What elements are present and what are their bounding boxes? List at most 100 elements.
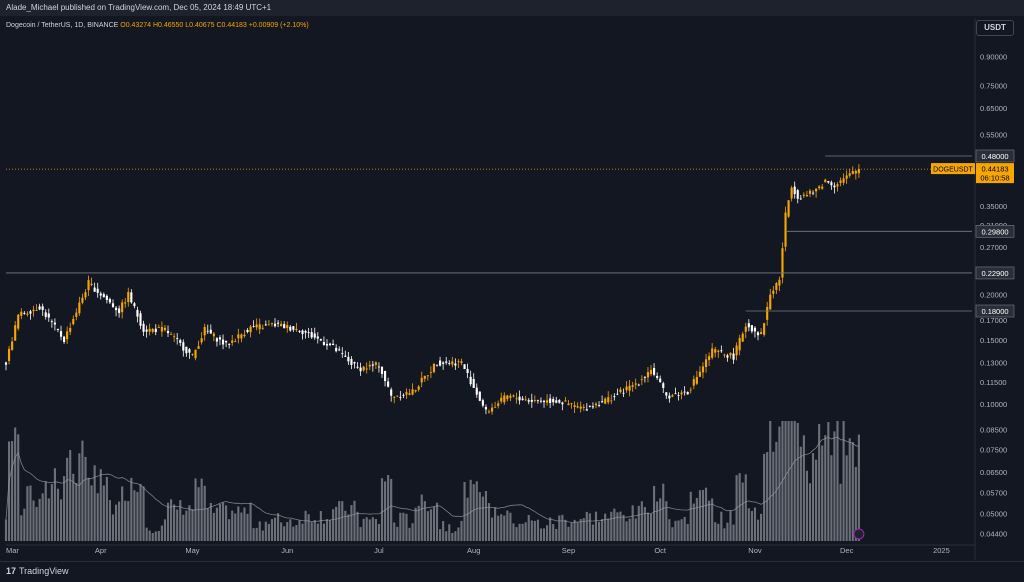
volume-bar [854,466,857,541]
volume-bar [692,503,695,541]
volume-bar [270,519,274,541]
volume-bar [750,511,753,541]
candle-body [604,398,607,404]
candle-body [494,406,497,408]
volume-bar [649,514,653,541]
candle-body [848,173,851,176]
candle-body [17,314,20,329]
volume-bar [383,481,387,541]
volume-bar [359,527,362,541]
volume-bar [772,451,775,541]
candle-body [640,379,643,381]
candle-body [582,406,585,408]
candle-body [463,364,466,369]
time-tick-label: Aug [467,546,480,555]
volume-bar [148,530,151,541]
candle-body [818,186,821,189]
volume-bar [475,481,478,541]
candle-body [827,181,830,183]
tradingview-logo[interactable]: 17 TradingView [6,566,69,576]
volume-bar [313,520,316,541]
candle-body [408,393,411,395]
volume-bar [787,421,790,541]
candle-body [570,403,573,405]
candle-body [206,330,209,332]
candle-body [720,350,723,352]
volume-bar [170,499,173,541]
candle-body [139,313,142,326]
candle-body [301,330,304,334]
volume-bar [616,512,619,541]
volume-bar [698,490,702,541]
volume-bar [197,487,200,541]
candle-body [148,328,151,332]
currency-unit-button[interactable]: USDT [976,20,1014,36]
volume-bar [808,483,812,541]
candle-body [7,348,11,361]
volume-bar [176,509,179,541]
candle-body [787,200,790,217]
candle-body [252,326,255,327]
candle-body [35,310,38,311]
candle-body [264,324,267,326]
candle-body [653,367,656,375]
lightning-icon [853,528,865,540]
price-tick-label: 0.55000 [980,130,1007,139]
candle-body [191,353,194,355]
candle-body [347,356,350,362]
current-price-label: 0.44183 [981,165,1008,174]
volume-bar [729,510,732,541]
volume-bar [815,459,818,541]
candle-body [249,326,252,333]
candle-body [497,403,500,406]
candle-body [47,313,50,318]
volume-bar [365,517,368,541]
candle-body [677,395,680,396]
candle-body [741,333,744,342]
volume-bar [408,527,411,541]
candle-body [170,334,173,335]
volume-bar [191,509,194,541]
candle-body [20,311,23,316]
candle-body [231,340,234,343]
volume-bar [714,522,717,541]
volume-bar [634,518,637,541]
candle-body [799,198,802,200]
volume-bar [423,501,426,541]
candle-body [549,398,552,403]
volume-bar [393,522,396,541]
candle-body [619,389,622,393]
candle-body [802,194,805,196]
volume-bar [209,502,212,541]
volume-bar [839,483,842,541]
price-tick-label: 0.27000 [980,243,1007,252]
volume-bar [732,524,735,541]
candle-body [383,370,387,382]
volume-bar [708,500,711,541]
volume-bar [686,523,689,541]
volume-bar [478,492,481,541]
volume-bar [695,497,698,541]
volume-bar [7,441,11,541]
candle-body [127,291,130,303]
volume-bar [821,445,824,541]
candle-body [552,399,555,403]
candle-body [451,361,454,365]
volume-bar [374,518,377,541]
candle-body [276,322,280,324]
candle-body [704,359,708,368]
candle-body [23,312,26,314]
volume-bar [368,519,371,541]
volume-moving-average [5,436,859,523]
candle-body [423,375,426,379]
volume-bar [179,500,182,541]
volume-bar [613,508,616,541]
time-tick-label: Apr [95,546,107,555]
candle-body [194,349,197,359]
volume-bar [215,507,219,541]
high-value: H0.46550 [152,22,184,29]
candle-body [753,327,757,332]
footer-bar [0,561,1024,582]
volume-bar [87,477,90,541]
